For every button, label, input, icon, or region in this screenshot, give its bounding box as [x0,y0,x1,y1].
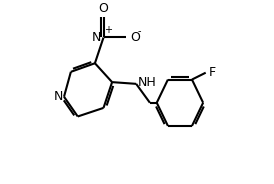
Text: N: N [54,90,63,103]
Text: -: - [138,26,141,36]
Text: O: O [130,31,140,44]
Text: N: N [92,31,101,44]
Text: NH: NH [138,76,157,89]
Text: F: F [208,66,215,79]
Text: +: + [104,25,112,35]
Text: O: O [99,2,109,15]
